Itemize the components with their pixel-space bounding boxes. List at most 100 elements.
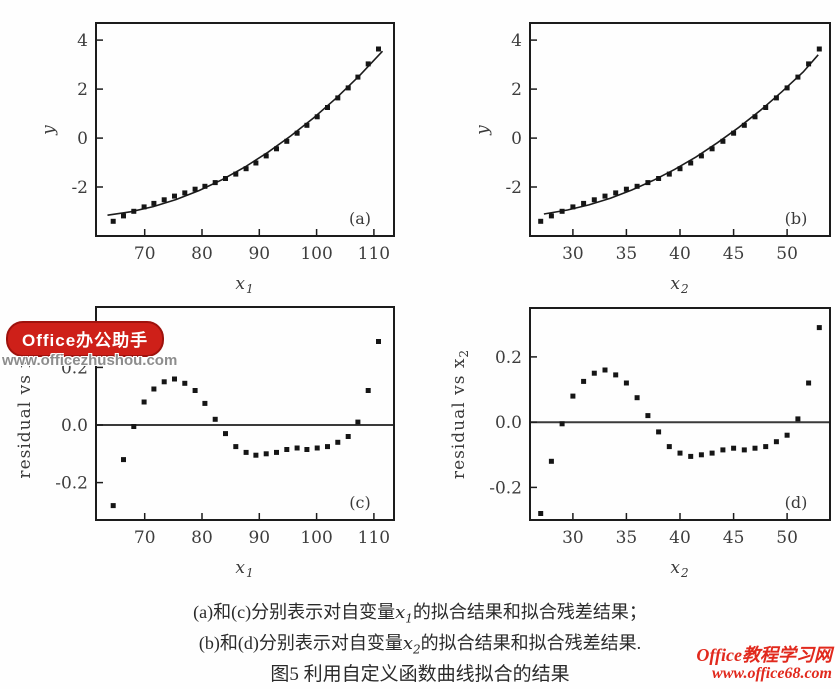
watermark-site: Office教程学习网 www.office68.com xyxy=(696,645,832,682)
data-point xyxy=(365,388,371,393)
data-point xyxy=(559,421,565,427)
x-tick-label: 40 xyxy=(669,244,691,264)
data-point xyxy=(634,395,640,401)
panel-label-d: (d) xyxy=(785,493,808,512)
caption-1-post: 的拟合结果和拟合残差结果； xyxy=(412,602,647,622)
caption-2-var-base: x xyxy=(402,633,413,654)
data-point xyxy=(773,95,779,101)
data-point xyxy=(294,130,300,136)
data-point xyxy=(212,416,218,422)
y-tick-label: 2 xyxy=(511,80,522,100)
data-point xyxy=(263,153,269,159)
data-point xyxy=(212,180,218,186)
y-tick-label: 0 xyxy=(511,129,522,149)
y-tick-label: 0.0 xyxy=(61,416,88,436)
x-tick-label: 50 xyxy=(776,244,798,264)
data-point xyxy=(263,451,269,457)
data-point xyxy=(192,388,198,393)
data-point xyxy=(806,380,812,386)
watermark-badge-url: www.officezhushou.com xyxy=(2,352,178,369)
data-point xyxy=(688,453,694,459)
data-point xyxy=(304,447,310,452)
data-point xyxy=(314,114,320,120)
data-point xyxy=(141,204,147,210)
x-tick-label: 35 xyxy=(616,244,638,264)
data-point xyxy=(720,447,726,453)
data-point xyxy=(613,372,619,378)
x-axis-label: x2 xyxy=(670,558,689,580)
data-point xyxy=(243,449,249,455)
data-point xyxy=(548,213,554,219)
x-tick-label: 80 xyxy=(191,528,213,548)
caption-1-var-base: x xyxy=(395,602,406,623)
data-point xyxy=(645,180,651,186)
data-point xyxy=(602,193,608,199)
caption-1-variable: x1 xyxy=(395,602,413,626)
data-point xyxy=(581,200,587,206)
y-tick-label: 0.2 xyxy=(61,358,88,378)
data-point xyxy=(698,452,704,458)
data-point xyxy=(202,183,208,189)
data-point xyxy=(581,378,587,384)
data-point xyxy=(161,379,167,385)
plot-frame xyxy=(529,22,831,237)
data-point xyxy=(253,160,259,166)
data-point xyxy=(763,105,769,110)
watermark-site-name: Office教程学习网 xyxy=(696,645,832,665)
x-tick-label: 50 xyxy=(776,528,798,548)
data-point xyxy=(538,218,544,224)
data-point xyxy=(284,138,290,144)
x-tick-label: 110 xyxy=(358,528,390,548)
data-point xyxy=(623,380,629,386)
data-point xyxy=(202,400,208,406)
data-point xyxy=(274,146,279,152)
data-point xyxy=(602,367,608,373)
watermark-badge: Office办公助手 xyxy=(6,321,165,357)
data-point xyxy=(284,447,290,452)
data-point xyxy=(131,208,137,214)
data-point xyxy=(376,46,381,52)
data-point xyxy=(182,190,188,196)
data-point xyxy=(182,380,188,386)
data-point xyxy=(335,439,341,445)
data-point xyxy=(773,439,779,445)
data-point xyxy=(314,445,320,451)
x-tick-label: 45 xyxy=(723,528,745,548)
y-tick-label: -0.2 xyxy=(55,474,88,494)
data-point xyxy=(151,200,157,206)
data-point xyxy=(816,325,822,331)
y-tick-label: -2 xyxy=(505,178,522,198)
data-point xyxy=(110,503,116,509)
plot-frame xyxy=(95,306,395,521)
data-point xyxy=(613,190,619,196)
data-point xyxy=(335,95,341,101)
caption-2-post: 的拟合结果和拟合残差结果. xyxy=(420,633,642,653)
data-point xyxy=(325,444,330,450)
x-tick-label: 80 xyxy=(191,244,213,264)
x-tick-label: 45 xyxy=(723,244,745,264)
watermark-badge-label: Office办公助手 xyxy=(22,331,149,350)
data-point xyxy=(591,370,597,376)
plot-d: 30 35 40 45 50 -0.2 0.0 0.2 (d) x2 residual vs x2 xyxy=(449,307,831,580)
data-point xyxy=(741,447,747,453)
data-point xyxy=(784,85,790,91)
data-point xyxy=(161,197,167,203)
x-tick-label: 30 xyxy=(562,244,584,264)
data-point xyxy=(795,74,801,80)
plot-frame xyxy=(95,22,395,237)
caption-2-variable: x2 xyxy=(402,633,421,657)
panel-label-c: (c) xyxy=(349,493,370,512)
data-point xyxy=(253,452,259,458)
data-point xyxy=(763,444,769,450)
data-point xyxy=(570,393,576,399)
data-point xyxy=(570,204,576,210)
y-tick-label: -2 xyxy=(71,178,88,198)
data-point xyxy=(709,450,715,456)
x-axis-label: x2 xyxy=(670,274,689,296)
y-tick-label: 0 xyxy=(77,129,88,149)
data-point xyxy=(677,166,683,172)
y-axis-label: y xyxy=(473,124,493,136)
data-point xyxy=(591,197,597,203)
